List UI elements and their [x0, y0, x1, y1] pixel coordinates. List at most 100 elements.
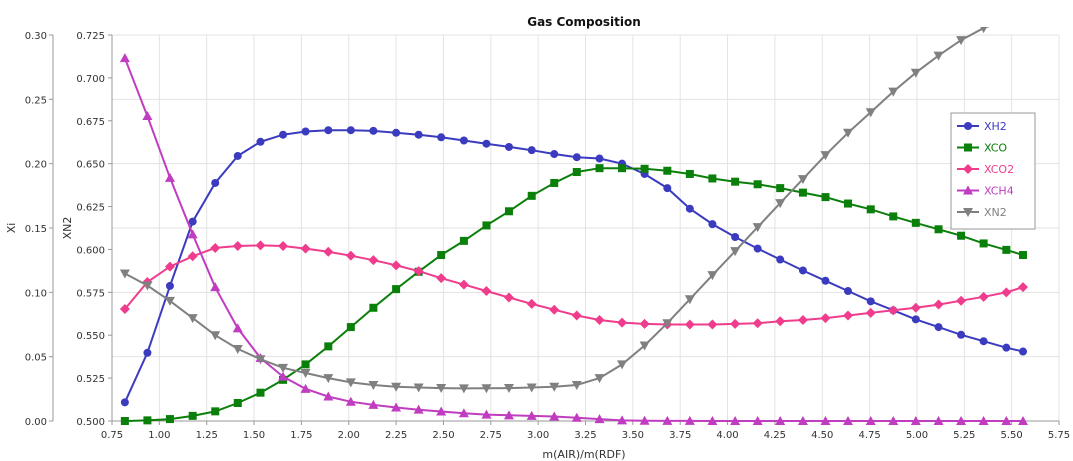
- series-xn2: [119, 27, 990, 394]
- data-point-xco: [346, 323, 355, 332]
- y-right-tick-label: 0.700: [76, 74, 105, 85]
- data-point-xn2: [730, 247, 741, 257]
- data-point-xch4: [458, 408, 469, 418]
- data-point-xn2: [142, 281, 153, 291]
- data-point-xch4: [775, 416, 786, 425]
- x-tick-label: 3.00: [527, 430, 549, 441]
- data-point-xco2: [797, 314, 808, 325]
- data-point-xch4: [662, 415, 673, 425]
- legend-marker-xco2: [963, 164, 973, 174]
- data-point-xco: [188, 411, 197, 420]
- data-point-xco2: [232, 241, 243, 252]
- data-point-xco2: [481, 286, 492, 297]
- y-right-tick-labels: 0.500 0.525 0.550 0.575 0.600 0.625 0.650 0.675…: [76, 31, 112, 428]
- x-tick-label: 2.75: [480, 430, 502, 441]
- data-point-xh2: [437, 133, 446, 142]
- data-point-xn2: [436, 384, 447, 394]
- data-point-xch4: [843, 416, 854, 425]
- data-point-xn2: [368, 380, 379, 390]
- data-point-xh2: [821, 276, 830, 285]
- y-right-tick-label: 0.650: [76, 160, 105, 171]
- data-point-xh2: [731, 233, 740, 242]
- data-point-xh2: [753, 244, 762, 253]
- data-point-xch4: [797, 416, 808, 425]
- data-point-xn2: [232, 344, 243, 354]
- data-point-xn2: [707, 271, 718, 281]
- data-point-xco: [889, 212, 898, 221]
- x-tick-labels: 0.75 1.00 1.25 1.50 1.75 2.00 2.25 2.50 2.75 3.00…: [101, 421, 1070, 441]
- y-left-tick-label: 0.00: [25, 417, 47, 428]
- legend-label-xn2: XN2: [984, 206, 1007, 219]
- data-point-xh2: [1002, 343, 1011, 352]
- data-point-xco: [392, 285, 401, 294]
- data-point-xch4: [933, 416, 944, 425]
- data-point-xh2: [708, 220, 717, 229]
- data-point-xco2: [255, 240, 266, 251]
- x-tick-label: 1.75: [290, 430, 312, 441]
- data-point-xh2: [663, 184, 672, 193]
- data-point-xch4: [820, 416, 831, 425]
- data-point-xch4: [368, 399, 379, 409]
- data-point-xco: [437, 251, 446, 260]
- data-point-xn2: [684, 295, 695, 305]
- data-point-xn2: [956, 36, 967, 46]
- data-point-xco: [1019, 251, 1028, 260]
- data-point-xco: [618, 164, 627, 173]
- data-point-xh2: [233, 151, 242, 160]
- data-point-xh2: [595, 154, 604, 163]
- data-point-xh2: [776, 255, 785, 264]
- data-point-xco: [550, 178, 559, 187]
- data-point-xch4: [413, 404, 424, 414]
- data-point-xh2: [979, 337, 988, 346]
- series-group: [119, 27, 1029, 425]
- data-point-xh2: [188, 217, 197, 226]
- data-point-xco: [459, 236, 468, 245]
- legend: XH2 XCO XCO2 XCH4 XN2: [950, 112, 1036, 230]
- data-point-xco2: [1018, 282, 1029, 293]
- data-point-xn2: [910, 68, 921, 78]
- y-left-tick-labels: 0.00 0.05 0.10 0.15 0.20 0.25 0.30: [25, 31, 53, 428]
- data-point-xch4: [684, 415, 695, 425]
- chart-title: Gas Composition: [527, 15, 641, 29]
- data-point-xn2: [933, 51, 944, 61]
- data-point-xch4: [436, 406, 447, 416]
- data-point-xch4: [910, 416, 921, 425]
- data-point-xco2: [571, 310, 582, 321]
- data-point-xco2: [933, 299, 944, 310]
- data-point-xco2: [413, 266, 424, 277]
- data-point-xco: [979, 239, 988, 248]
- data-point-xco: [957, 231, 966, 240]
- data-point-xch4: [526, 410, 537, 420]
- data-point-xch4: [323, 391, 334, 401]
- data-point-xco: [504, 207, 513, 216]
- data-point-xco2: [526, 298, 537, 309]
- data-point-xh2: [798, 266, 807, 275]
- data-point-xn2: [300, 368, 311, 378]
- data-point-xch4: [345, 396, 356, 406]
- x-tick-label: 4.25: [764, 430, 786, 441]
- data-point-xco: [911, 218, 920, 227]
- y-left-tick-label: 0.20: [25, 160, 47, 171]
- x-tick-label: 2.25: [385, 430, 407, 441]
- data-point-xco: [685, 169, 694, 178]
- legend-marker-xch4: [963, 185, 973, 195]
- data-point-xh2: [369, 126, 378, 135]
- data-point-xco2: [843, 310, 854, 321]
- data-point-xco2: [164, 261, 175, 272]
- data-point-xn2: [639, 341, 650, 351]
- data-point-xn2: [571, 380, 582, 390]
- data-point-xn2: [865, 108, 876, 118]
- data-point-xco: [753, 180, 762, 189]
- y-left-tick-label: 0.30: [25, 31, 47, 42]
- data-point-xco2: [549, 304, 560, 315]
- data-point-xco: [256, 388, 265, 397]
- x-tick-label: 3.75: [669, 430, 691, 441]
- data-point-xco: [165, 415, 174, 424]
- legend-label-xco2: XCO2: [984, 163, 1014, 176]
- data-point-xh2: [482, 139, 491, 148]
- data-point-xch4: [865, 416, 876, 425]
- data-point-xco: [120, 417, 129, 425]
- x-tick-label: 4.75: [858, 430, 880, 441]
- data-point-xh2: [459, 136, 468, 145]
